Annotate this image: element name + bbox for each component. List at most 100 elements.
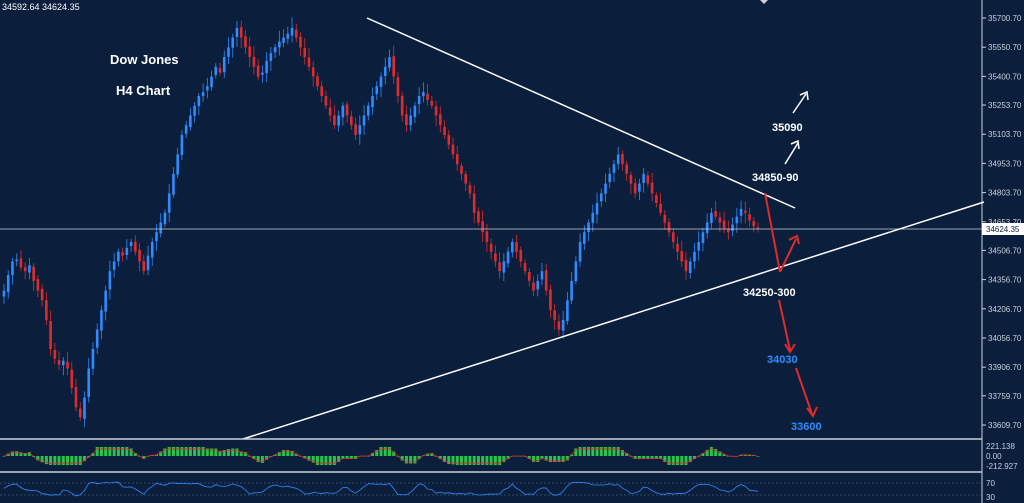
candle-body bbox=[91, 349, 95, 369]
macd-bar bbox=[544, 456, 548, 461]
candle-body bbox=[705, 222, 709, 234]
macd-bar bbox=[642, 456, 646, 459]
candle-body bbox=[214, 66, 218, 76]
y-tick-label: 35400.70 bbox=[988, 72, 1022, 81]
candle-body bbox=[655, 195, 658, 204]
candle-body bbox=[138, 249, 141, 262]
candle-body bbox=[612, 164, 616, 173]
y-tick-label: 34953.70 bbox=[988, 159, 1022, 168]
trendlines bbox=[242, 17, 985, 440]
y-tick-label: 33759.70 bbox=[988, 392, 1022, 401]
macd-bar bbox=[591, 447, 595, 456]
level-label-33600: 33600 bbox=[791, 421, 822, 433]
y-tick-label: 35103.70 bbox=[988, 130, 1022, 139]
candle-body bbox=[511, 241, 514, 253]
macd-bar bbox=[74, 456, 78, 465]
level-label-34850-90: 34850-90 bbox=[752, 172, 799, 184]
level-label-35090: 35090 bbox=[772, 122, 803, 134]
candle-body bbox=[74, 386, 78, 408]
macd-bar bbox=[239, 451, 243, 456]
macd-bar bbox=[227, 449, 231, 456]
candle-body bbox=[189, 115, 192, 128]
macd-bar bbox=[684, 456, 688, 465]
macd-bar bbox=[167, 447, 171, 456]
candle-body bbox=[379, 76, 383, 87]
candle-body bbox=[451, 144, 455, 155]
macd-bar bbox=[536, 456, 540, 462]
y-axis: 35700.70 35550.70 35400.70 35253.70 35103.70… bbox=[982, 14, 1022, 430]
macd-bar bbox=[663, 456, 667, 462]
candle-body bbox=[201, 92, 205, 97]
macd-bar bbox=[498, 456, 502, 465]
macd-bar bbox=[387, 447, 391, 456]
macd-bar bbox=[70, 456, 74, 465]
candle-body bbox=[591, 212, 595, 223]
candle-body bbox=[278, 41, 281, 48]
macd-bar bbox=[265, 456, 269, 460]
candle-body bbox=[638, 183, 641, 192]
candle-body bbox=[599, 193, 603, 202]
y-tick-label: 34506.70 bbox=[988, 246, 1022, 255]
candle-body bbox=[701, 232, 705, 244]
candle-body bbox=[735, 216, 739, 224]
candle-body bbox=[6, 275, 10, 293]
candle-body bbox=[350, 116, 353, 126]
candle-body bbox=[472, 193, 476, 213]
candle-body bbox=[345, 104, 349, 116]
chart-title: Dow Jones bbox=[110, 52, 179, 67]
y-tick-label: 34206.70 bbox=[988, 305, 1022, 314]
candle-body bbox=[172, 173, 175, 195]
macd-bar bbox=[49, 456, 53, 465]
macd-bar bbox=[23, 453, 27, 456]
candle-body bbox=[557, 321, 561, 330]
candle-body bbox=[252, 56, 256, 67]
candle-body bbox=[633, 183, 637, 194]
candle-body bbox=[87, 368, 91, 398]
candle-body bbox=[439, 114, 442, 126]
macd-bar bbox=[349, 456, 353, 459]
macd-bar bbox=[19, 452, 23, 456]
macd-bar bbox=[680, 456, 684, 465]
candlestick-series bbox=[2, 17, 760, 428]
candle-body bbox=[49, 321, 52, 350]
arrow-head-icon bbox=[784, 343, 796, 354]
candle-body bbox=[265, 60, 268, 74]
macd-bar bbox=[6, 453, 10, 456]
candle-body bbox=[66, 361, 69, 369]
macd-bar bbox=[620, 450, 624, 456]
level-label-34030: 34030 bbox=[767, 354, 798, 366]
macd-bar bbox=[604, 447, 608, 456]
macd-bar bbox=[260, 456, 264, 463]
candle-body bbox=[159, 222, 163, 234]
macd-bar bbox=[540, 456, 544, 459]
macd-bar bbox=[345, 456, 349, 459]
candle-body bbox=[570, 280, 573, 301]
candle-body bbox=[167, 193, 171, 213]
arrow-head-icon bbox=[799, 90, 809, 101]
macd-bar bbox=[311, 456, 315, 463]
macd-bar bbox=[341, 456, 345, 459]
macd-histogram bbox=[2, 447, 760, 465]
macd-bar bbox=[27, 452, 31, 456]
candle-body bbox=[727, 228, 730, 233]
macd-bar bbox=[637, 456, 641, 459]
macd-bar bbox=[112, 447, 116, 456]
macd-bar bbox=[430, 453, 434, 456]
macd-bar bbox=[379, 447, 383, 456]
y-tick-label: 34653.70 bbox=[988, 218, 1022, 227]
candle-body bbox=[426, 93, 429, 100]
macd-bar bbox=[104, 447, 108, 456]
macd-bar bbox=[332, 456, 336, 465]
macd-bar bbox=[595, 447, 599, 456]
macd-bar bbox=[608, 447, 612, 456]
macd-bar bbox=[599, 447, 603, 456]
candle-body bbox=[269, 53, 273, 61]
macd-bar bbox=[489, 456, 493, 465]
macd-bar bbox=[154, 454, 158, 456]
trendline-upper bbox=[366, 17, 796, 209]
candle-body bbox=[405, 114, 408, 126]
candle-body bbox=[392, 56, 396, 77]
candle-body bbox=[616, 154, 620, 164]
candle-body bbox=[663, 214, 667, 223]
